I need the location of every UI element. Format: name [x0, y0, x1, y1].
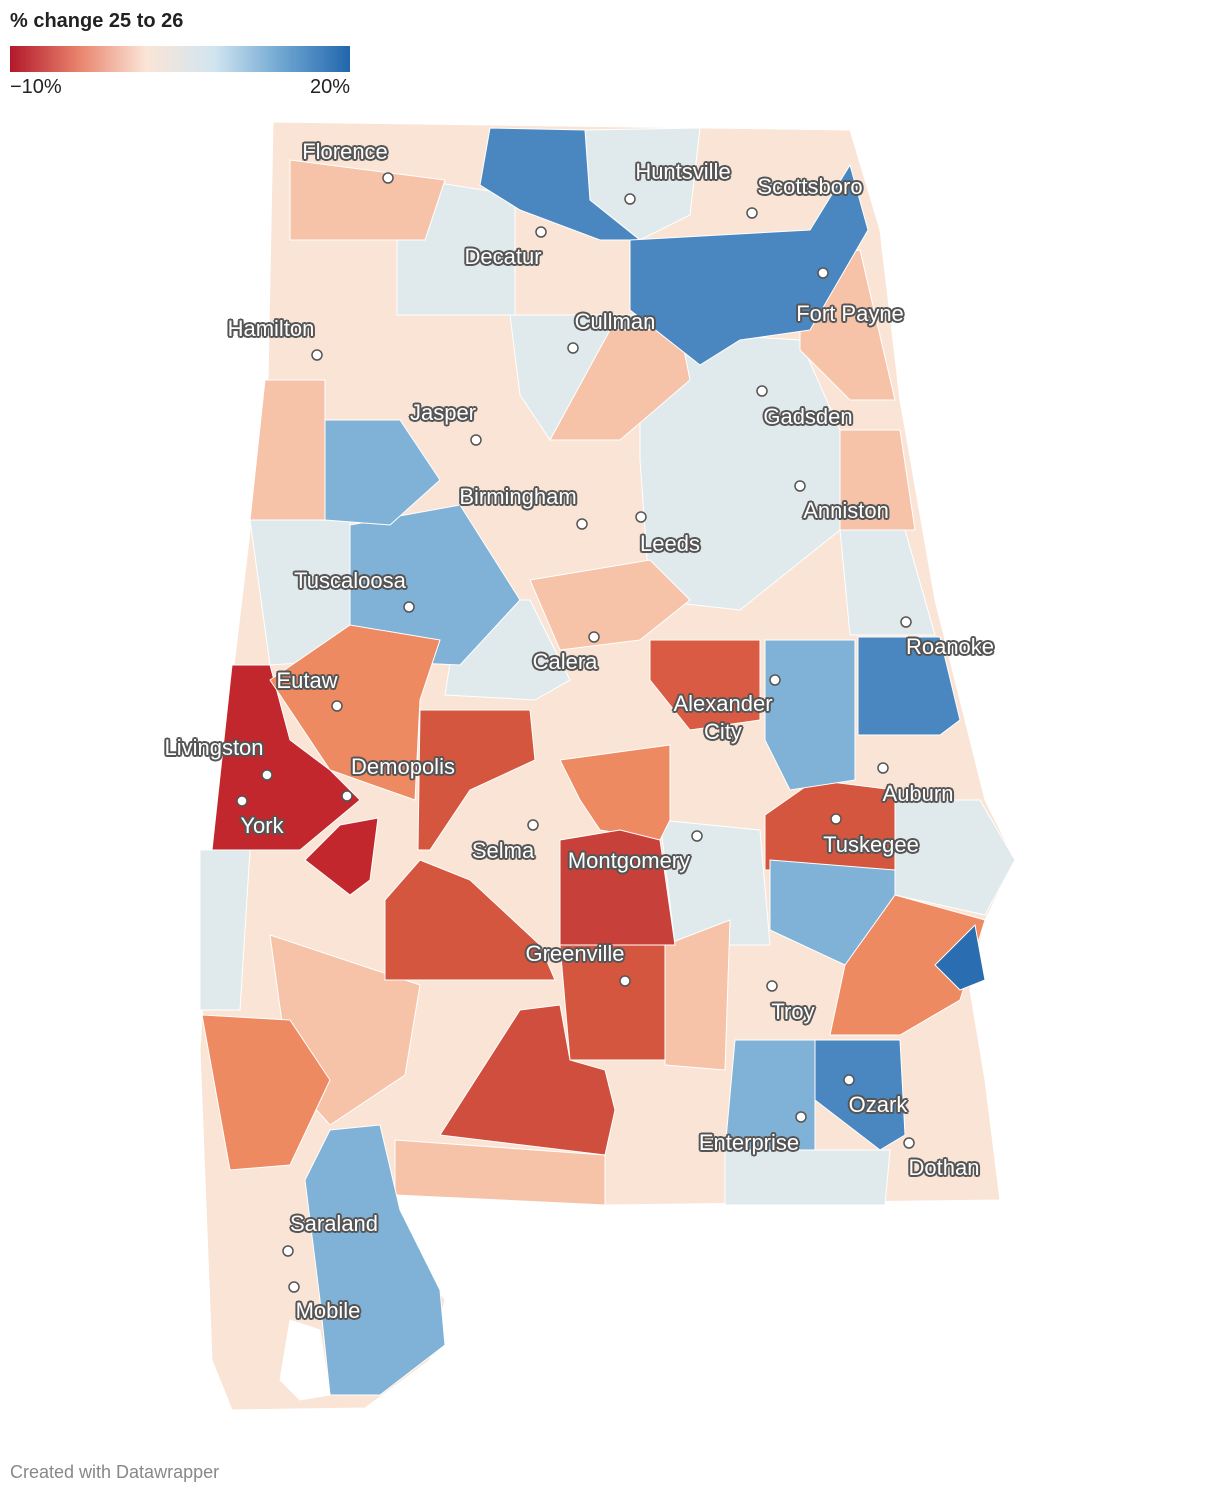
city-label: Ozark	[848, 1092, 908, 1117]
city-dot	[567, 342, 579, 354]
city-dot	[843, 1074, 855, 1086]
city-dot	[903, 1137, 915, 1149]
region	[857, 636, 961, 736]
region	[289, 159, 446, 241]
city-label: Tuskegee	[823, 832, 919, 857]
city-dot	[691, 830, 703, 842]
city-label: Fort Payne	[796, 301, 904, 326]
city-dot	[817, 267, 829, 279]
city-label: Montgomery	[567, 848, 691, 873]
city-dot	[527, 819, 539, 831]
city-dot	[769, 674, 781, 686]
region	[659, 819, 771, 946]
city-dots	[236, 172, 915, 1293]
city-dot	[341, 790, 353, 802]
legend-title: % change 25 to 26	[10, 10, 184, 32]
city-dot	[794, 480, 806, 492]
city-dot	[900, 616, 912, 628]
city-label: Roanoke	[905, 634, 995, 659]
region	[304, 1124, 446, 1396]
city-label: Jasper	[409, 400, 477, 425]
city-label: Eutaw	[276, 668, 338, 693]
city-label: Scottsboro	[757, 174, 863, 199]
region	[629, 163, 869, 366]
city-label: Cullman	[574, 309, 656, 334]
bay	[279, 1319, 331, 1401]
region	[839, 429, 916, 531]
region	[324, 419, 441, 526]
city-dot	[403, 601, 415, 613]
city-label: Birmingham	[459, 484, 577, 509]
legend-tick-label: −10%	[10, 76, 62, 98]
city-dot	[588, 631, 600, 643]
legend-tick-label: 20%	[309, 76, 350, 98]
city-dot	[619, 975, 631, 987]
city-dot	[282, 1245, 294, 1257]
city-dot	[635, 511, 647, 523]
region	[724, 1149, 891, 1206]
city-label: Tuscaloosa	[294, 568, 406, 593]
region	[559, 829, 676, 946]
city-dot	[331, 700, 343, 712]
city-dot	[795, 1111, 807, 1123]
city-label: Leeds	[640, 531, 700, 556]
city-label: Livingston	[164, 735, 264, 760]
city-label: Demopolis	[351, 754, 455, 779]
region	[269, 624, 441, 801]
city-label: Saraland	[289, 1211, 379, 1236]
city-label: Gadsden	[763, 404, 853, 429]
region	[479, 127, 642, 241]
region	[201, 1014, 331, 1171]
region	[724, 1039, 816, 1151]
region	[439, 1004, 616, 1156]
city-dot	[766, 980, 778, 992]
region	[559, 944, 666, 1061]
city-dot	[288, 1281, 300, 1293]
footer: Created with Datawrapper	[10, 1462, 220, 1482]
city-dot	[756, 385, 768, 397]
regions	[199, 121, 1016, 1411]
city-dot	[624, 193, 636, 205]
region	[934, 923, 986, 991]
city-label: Decatur	[464, 244, 542, 269]
city-label: Selma	[471, 838, 535, 863]
city-label: Alexander City	[673, 691, 773, 744]
city-label: Mobile	[295, 1298, 361, 1323]
city-dot	[470, 434, 482, 446]
region	[249, 379, 326, 521]
city-label: Dothan	[908, 1155, 980, 1180]
city-dot	[236, 795, 248, 807]
city-dot	[830, 813, 842, 825]
city-dot	[382, 172, 394, 184]
city-dot	[877, 762, 889, 774]
legend-bar	[10, 46, 350, 72]
city-label: Calera	[532, 649, 598, 674]
region	[764, 639, 856, 791]
region	[829, 894, 986, 1036]
city-dot	[311, 349, 323, 361]
region	[649, 639, 761, 731]
city-dot	[261, 769, 273, 781]
city-label: Hamilton	[227, 316, 315, 341]
region	[529, 559, 691, 651]
city-label: Auburn	[882, 781, 954, 806]
city-label: Florence	[302, 139, 388, 164]
city-label: Enterprise	[698, 1130, 800, 1155]
region	[394, 1139, 606, 1206]
city-label: Huntsville	[635, 159, 731, 184]
city-label: York	[240, 813, 284, 838]
city-dot	[576, 518, 588, 530]
city-dot	[535, 226, 547, 238]
region	[384, 859, 556, 981]
city-dot	[746, 207, 758, 219]
region	[417, 709, 536, 851]
city-label: Greenville	[525, 941, 625, 966]
region	[304, 817, 379, 896]
city-label: Troy	[771, 999, 815, 1024]
city-label: Anniston	[803, 498, 889, 523]
